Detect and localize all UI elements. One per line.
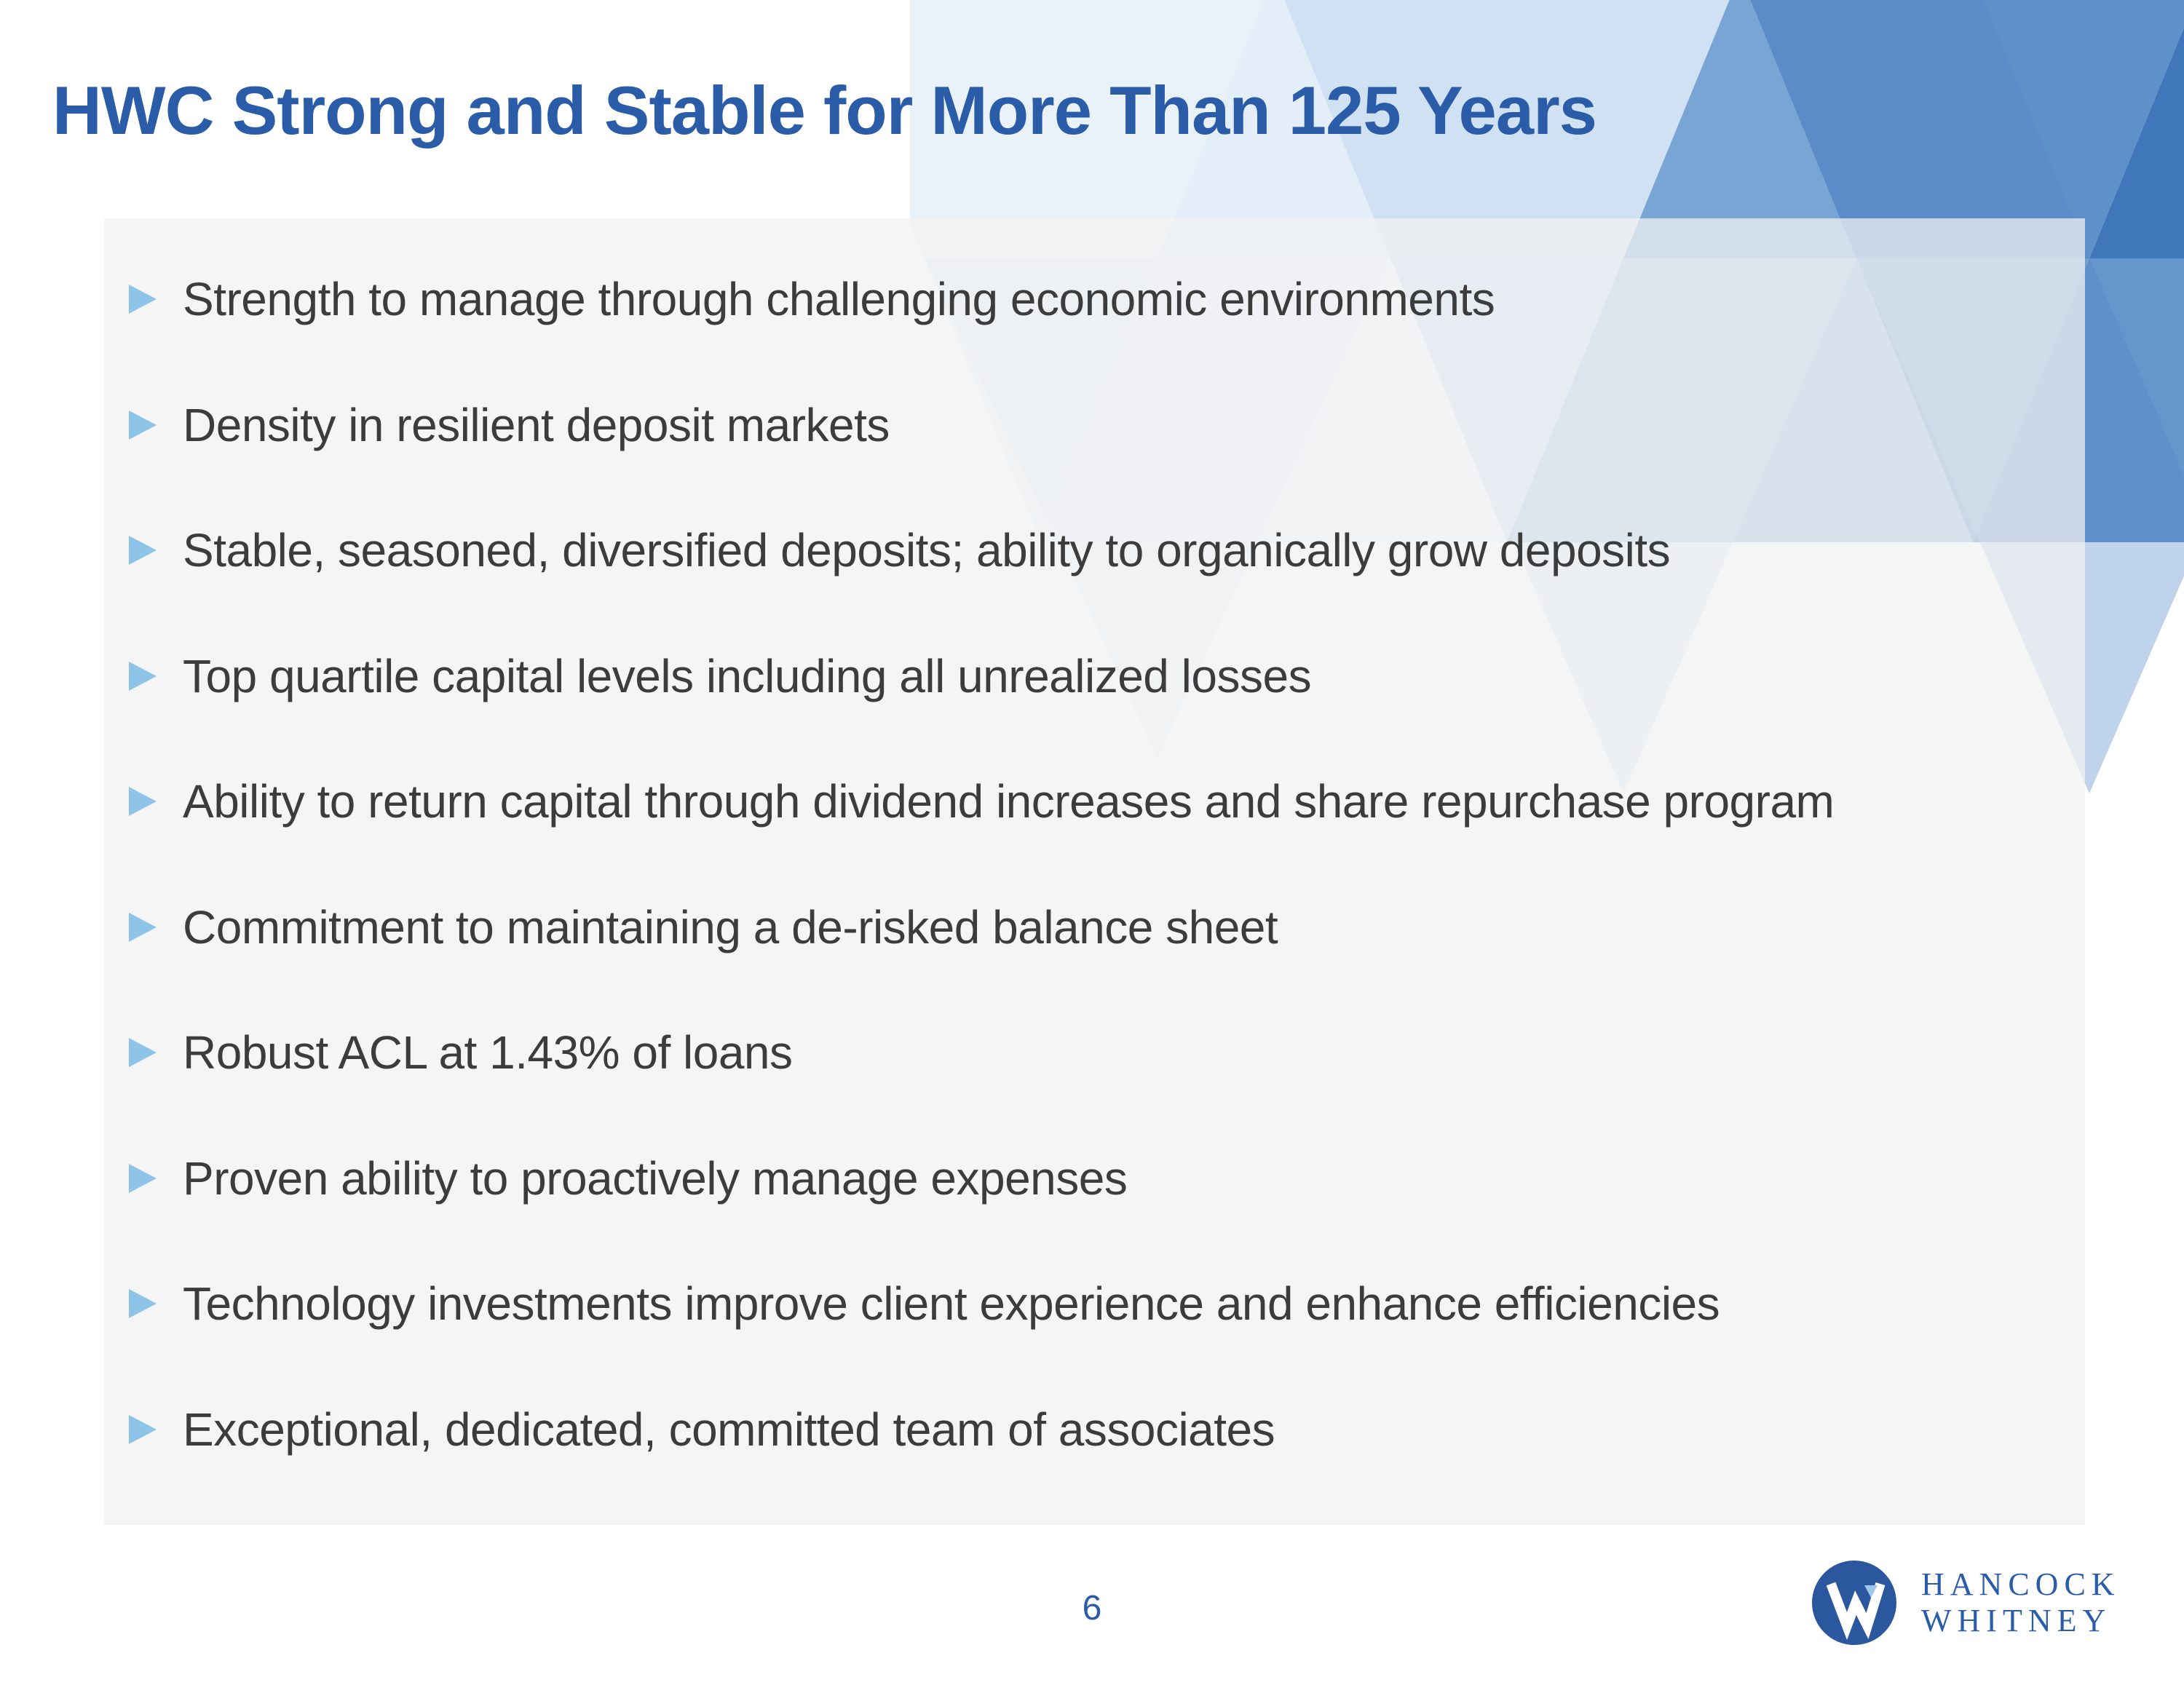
- bullet-item: Ability to return capital through divide…: [129, 739, 2056, 865]
- hancock-whitney-logo: HANCOCK WHITNEY: [1811, 1559, 2121, 1646]
- bullet-triangle-icon: [129, 285, 157, 314]
- bullet-text: Ability to return capital through divide…: [183, 775, 1835, 828]
- bullet-triangle-icon: [129, 661, 157, 691]
- logo-line-whitney: WHITNEY: [1921, 1603, 2112, 1638]
- bullet-text: Proven ability to proactively manage exp…: [183, 1151, 1128, 1205]
- bullet-text: Top quartile capital levels including al…: [183, 649, 1312, 702]
- bullet-item: Proven ability to proactively manage exp…: [129, 1116, 2056, 1242]
- bullet-item: Exceptional, dedicated, committed team o…: [129, 1367, 2056, 1493]
- content-panel: Strength to manage through challenging e…: [104, 218, 2085, 1525]
- hw-logo-mark-icon: [1812, 1561, 1896, 1645]
- bullet-triangle-icon: [129, 536, 157, 566]
- bullet-list: Strength to manage through challenging e…: [104, 218, 2085, 1492]
- page-number: 6: [1082, 1589, 1102, 1627]
- bullet-triangle-icon: [129, 1163, 157, 1193]
- bullet-triangle-icon: [129, 410, 157, 440]
- logo-line-hancock: HANCOCK: [1921, 1566, 2121, 1602]
- bullet-text: Exceptional, dedicated, committed team o…: [183, 1403, 1275, 1456]
- bullet-item: Strength to manage through challenging e…: [129, 237, 2056, 362]
- bullet-item: Top quartile capital levels including al…: [129, 614, 2056, 740]
- bullet-text: Commitment to maintaining a de-risked ba…: [183, 900, 1278, 953]
- bullet-item: Commitment to maintaining a de-risked ba…: [129, 865, 2056, 991]
- page-title: HWC Strong and Stable for More Than 125 …: [52, 72, 1597, 148]
- bullet-text: Stable, seasoned, diversified deposits; …: [183, 524, 1671, 577]
- bullet-triangle-icon: [129, 1289, 157, 1319]
- bullet-item: Density in resilient deposit markets: [129, 362, 2056, 488]
- bullet-triangle-icon: [129, 787, 157, 817]
- bullet-item: Robust ACL at 1.43% of loans: [129, 990, 2056, 1116]
- bullet-text: Robust ACL at 1.43% of loans: [183, 1026, 793, 1079]
- logo-wordmark: HANCOCK WHITNEY: [1921, 1566, 2121, 1639]
- bullet-item: Stable, seasoned, diversified deposits; …: [129, 488, 2056, 614]
- bullet-text: Strength to manage through challenging e…: [183, 273, 1495, 326]
- bullet-item: Technology investments improve client ex…: [129, 1241, 2056, 1367]
- bullet-triangle-icon: [129, 1038, 157, 1068]
- bullet-triangle-icon: [129, 1414, 157, 1444]
- bullet-text: Density in resilient deposit markets: [183, 398, 890, 451]
- bullet-triangle-icon: [129, 912, 157, 942]
- bullet-text: Technology investments improve client ex…: [183, 1277, 1720, 1331]
